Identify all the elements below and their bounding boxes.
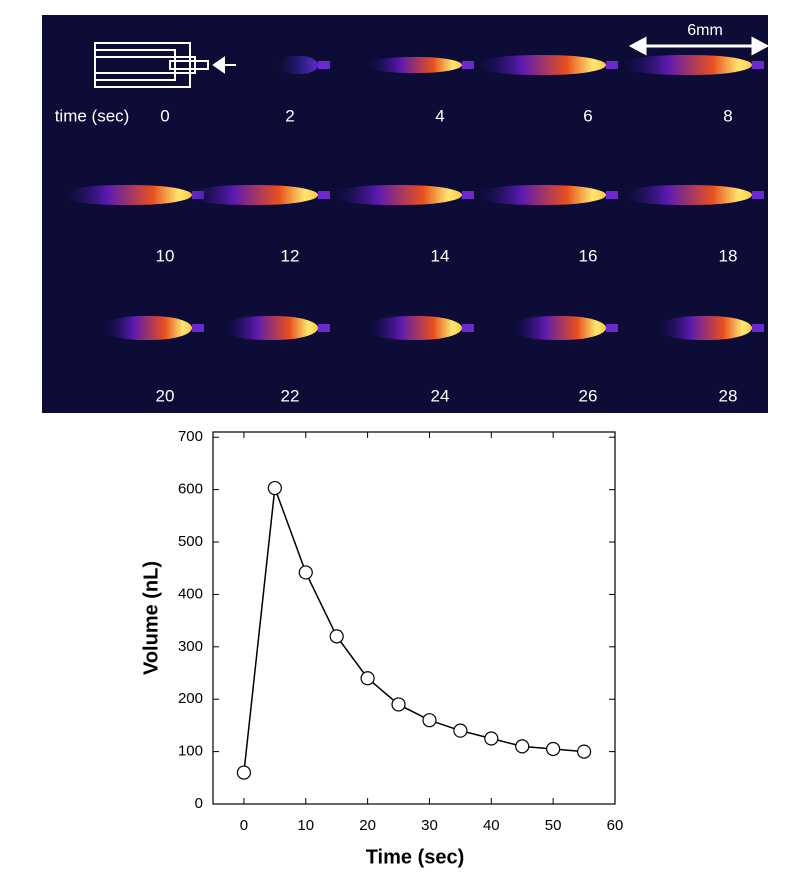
y-tick-label: 300 (178, 638, 203, 655)
y-tick-label: 700 (178, 428, 203, 445)
marker (329, 629, 344, 644)
scale-label: 6mm (687, 22, 723, 39)
frames (62, 55, 764, 340)
x-tick-label: 10 (297, 817, 314, 834)
x-tick-label: 40 (483, 817, 500, 834)
plume (278, 56, 318, 74)
frame-time: 12 (281, 246, 300, 265)
x-tick-label: 30 (421, 817, 438, 834)
nozzle-tip (318, 324, 330, 332)
plume (367, 316, 462, 340)
y-tick-label: 200 (178, 690, 203, 707)
marker (515, 739, 530, 754)
nozzle-tip (606, 191, 618, 199)
plume (622, 55, 752, 75)
x-axis-title: Time (sec) (366, 846, 465, 868)
frame-time: 22 (281, 386, 300, 405)
plot-frame (212, 431, 616, 805)
plume (367, 57, 462, 73)
nozzle-tip (462, 191, 474, 199)
frame-time: 2 (285, 106, 294, 125)
frame-time: 18 (719, 246, 738, 265)
nozzle-diagram (94, 42, 236, 88)
frame-time: 24 (431, 386, 450, 405)
nozzle-tip (752, 191, 764, 199)
x-tick-label: 20 (359, 817, 376, 834)
marker (267, 480, 282, 496)
marker (422, 713, 437, 728)
frame-time: 10 (156, 246, 175, 265)
y-tick-label: 100 (178, 743, 203, 760)
scale-bar (628, 36, 770, 56)
plume (476, 55, 606, 75)
plume (188, 185, 318, 205)
plume (332, 185, 462, 205)
y-axis-title: Volume (nL) (140, 561, 162, 675)
nozzle-tip (192, 324, 204, 332)
image-panel (42, 15, 768, 413)
frame-time: 20 (156, 386, 175, 405)
x-tick-label: 60 (607, 817, 624, 834)
marker (546, 741, 561, 757)
nozzle-tip (752, 61, 764, 69)
y-tick-label: 500 (178, 533, 203, 550)
nozzle-tip (752, 324, 764, 332)
time-label: time (sec) (55, 106, 130, 125)
frame-time: 4 (435, 106, 444, 125)
marker (391, 697, 406, 712)
plume (223, 316, 318, 340)
nozzle-tip (462, 324, 474, 332)
marker (298, 565, 313, 580)
nozzle-tip (606, 324, 618, 332)
marker (576, 744, 592, 759)
line (243, 487, 585, 773)
plume (511, 316, 606, 340)
frame-time: 8 (723, 106, 732, 125)
nozzle-tip (462, 61, 474, 69)
x-tick-label: 50 (545, 817, 562, 834)
marker (453, 723, 468, 738)
marker (236, 765, 252, 780)
frame-time: 28 (719, 386, 738, 405)
plume (657, 316, 752, 340)
y-tick-label: 600 (178, 481, 203, 498)
y-tick-label: 400 (178, 585, 203, 602)
plume (102, 316, 192, 340)
plume (622, 185, 752, 205)
frame-time: 6 (583, 106, 592, 125)
marker (360, 671, 375, 686)
frame-time: 26 (579, 386, 598, 405)
frame-time: 0 (160, 106, 169, 125)
plume (476, 185, 606, 205)
x-tick-label: 0 (240, 817, 248, 834)
nozzle-tip (318, 191, 330, 199)
frame-time: 16 (579, 246, 598, 265)
nozzle-tip (318, 61, 330, 69)
nozzle-tip (606, 61, 618, 69)
frame-time: 14 (431, 246, 450, 265)
plume (62, 185, 192, 205)
marker (484, 731, 499, 746)
y-tick-label: 0 (195, 795, 203, 812)
